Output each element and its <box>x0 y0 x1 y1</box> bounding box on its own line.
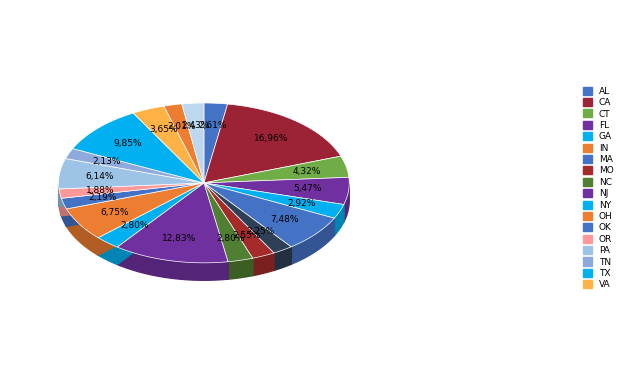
Polygon shape <box>67 183 204 226</box>
Text: 5,47%: 5,47% <box>294 184 323 193</box>
Text: 2,80%: 2,80% <box>216 234 244 243</box>
Polygon shape <box>164 104 204 183</box>
Polygon shape <box>67 209 98 255</box>
Polygon shape <box>204 183 253 276</box>
Text: 2,92%: 2,92% <box>287 199 316 208</box>
Polygon shape <box>133 106 204 183</box>
Polygon shape <box>98 183 204 247</box>
Text: 4,32%: 4,32% <box>292 167 321 176</box>
Polygon shape <box>73 113 204 183</box>
Text: 1,88%: 1,88% <box>86 186 115 195</box>
Text: 3,65%: 3,65% <box>150 125 178 134</box>
Polygon shape <box>61 183 204 216</box>
Polygon shape <box>59 189 61 216</box>
Polygon shape <box>228 258 253 279</box>
Text: 6,75%: 6,75% <box>100 208 129 217</box>
Text: 2,80%: 2,80% <box>120 221 148 230</box>
Polygon shape <box>204 183 334 236</box>
Polygon shape <box>274 247 291 270</box>
Text: 2,01%: 2,01% <box>167 122 196 131</box>
Polygon shape <box>204 183 274 270</box>
Polygon shape <box>117 183 204 264</box>
Polygon shape <box>59 183 204 206</box>
Polygon shape <box>204 183 344 222</box>
Polygon shape <box>67 183 204 238</box>
Polygon shape <box>204 183 291 264</box>
Legend: AL, CA, CT, FL, GA, IN, MA, MO, NC, NJ, NY, OH, OK, OR, PA, TN, TX, VA: AL, CA, CT, FL, GA, IN, MA, MO, NC, NJ, … <box>582 86 614 290</box>
Polygon shape <box>204 156 349 183</box>
Polygon shape <box>204 183 228 279</box>
Polygon shape <box>182 103 204 183</box>
Polygon shape <box>98 238 117 264</box>
Polygon shape <box>204 183 291 264</box>
Polygon shape <box>204 183 344 218</box>
Polygon shape <box>67 183 204 226</box>
Text: 2,19%: 2,19% <box>88 193 117 202</box>
Polygon shape <box>344 184 349 222</box>
Polygon shape <box>98 183 204 255</box>
Polygon shape <box>204 183 253 276</box>
Polygon shape <box>204 177 349 205</box>
Polygon shape <box>204 183 274 270</box>
Polygon shape <box>65 149 204 183</box>
Text: 2,61%: 2,61% <box>198 121 227 130</box>
Text: 9,85%: 9,85% <box>113 139 142 148</box>
Polygon shape <box>253 253 274 276</box>
Polygon shape <box>61 183 204 216</box>
Polygon shape <box>204 183 334 247</box>
Text: 16,96%: 16,96% <box>254 134 288 143</box>
Polygon shape <box>204 103 228 183</box>
Polygon shape <box>59 159 204 189</box>
Polygon shape <box>61 198 67 226</box>
Polygon shape <box>117 183 204 264</box>
Polygon shape <box>61 183 204 209</box>
Polygon shape <box>334 205 344 236</box>
Polygon shape <box>291 218 334 264</box>
Polygon shape <box>204 183 291 253</box>
Text: 2,25%: 2,25% <box>246 227 275 236</box>
Polygon shape <box>117 183 228 263</box>
Text: 2,13%: 2,13% <box>92 157 121 166</box>
Polygon shape <box>204 183 274 258</box>
Polygon shape <box>204 104 341 183</box>
Polygon shape <box>117 247 228 280</box>
Polygon shape <box>98 183 204 255</box>
Text: 2,43%: 2,43% <box>182 121 210 130</box>
Text: 2,55%: 2,55% <box>232 231 261 240</box>
Polygon shape <box>204 183 334 236</box>
Polygon shape <box>204 183 253 262</box>
Polygon shape <box>59 183 204 206</box>
Polygon shape <box>204 183 344 222</box>
Polygon shape <box>59 183 204 198</box>
Text: 12,83%: 12,83% <box>163 234 196 243</box>
Text: 6,14%: 6,14% <box>86 172 115 181</box>
Text: 7,48%: 7,48% <box>270 215 299 224</box>
Polygon shape <box>204 183 228 279</box>
